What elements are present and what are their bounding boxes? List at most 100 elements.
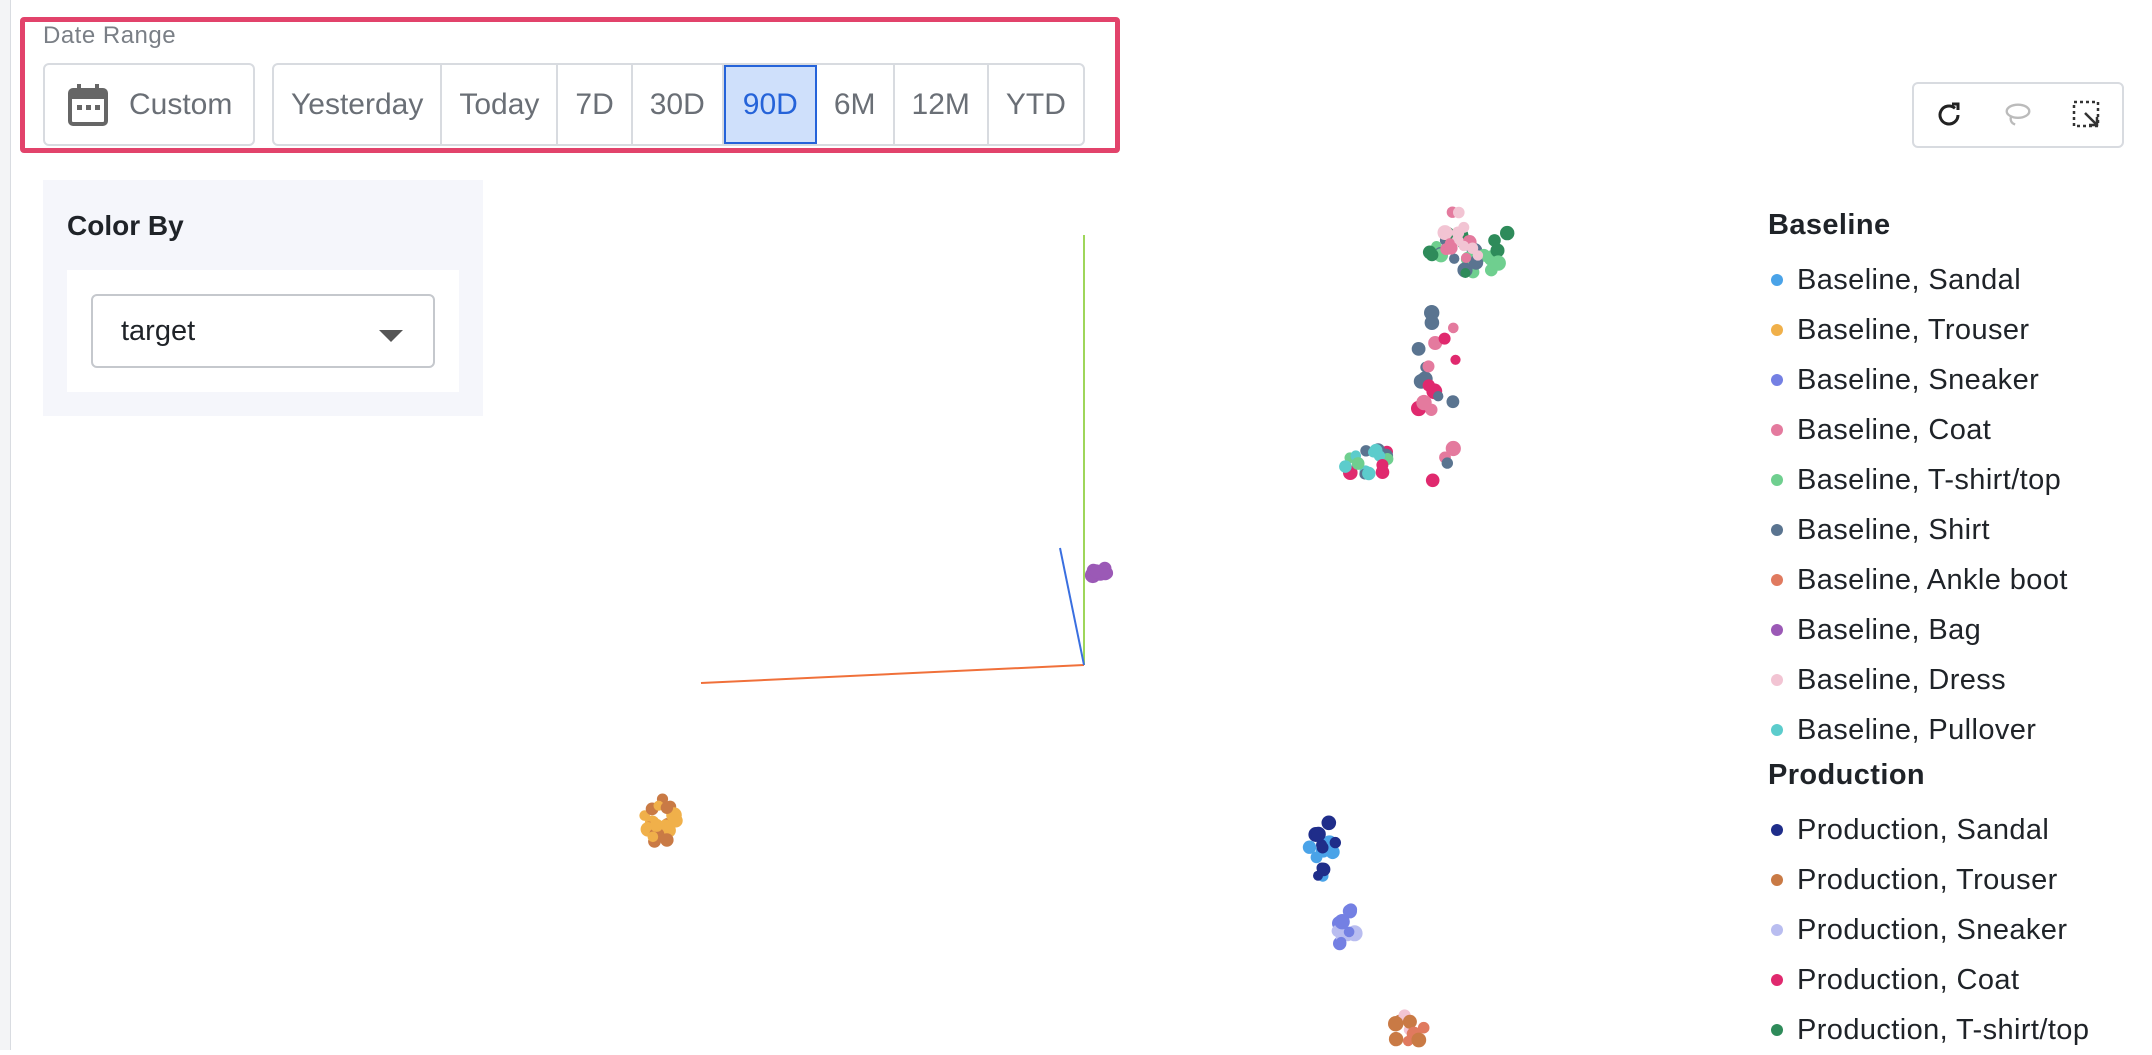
data-point [668, 813, 683, 828]
data-point [1422, 245, 1437, 260]
legend-item[interactable]: Baseline, Trouser [1768, 305, 2148, 355]
data-points [639, 206, 1515, 1048]
legend-label: Baseline, Sandal [1797, 263, 2022, 296]
legend-dot-icon [1771, 524, 1783, 536]
legend-dot-icon [1771, 274, 1783, 286]
lasso-icon[interactable] [2002, 99, 2034, 131]
data-point [1500, 225, 1515, 241]
data-point [1437, 225, 1453, 241]
data-point [1448, 322, 1459, 334]
legend-item[interactable]: Production, Trouser [1768, 855, 2148, 905]
color-by-select[interactable]: target [91, 294, 435, 368]
legend-item[interactable]: Baseline, Pullover [1768, 705, 2148, 755]
data-point [647, 831, 659, 843]
legend-dot-icon [1771, 924, 1783, 936]
data-point [1438, 332, 1451, 345]
data-point [1445, 440, 1461, 457]
box-select-icon[interactable] [2071, 99, 2103, 131]
legend-item[interactable]: Baseline, Sandal [1768, 255, 2148, 305]
legend-item[interactable]: Baseline, Dress [1768, 655, 2148, 705]
legend-label: Baseline, Trouser [1797, 313, 2030, 346]
data-point [1446, 395, 1460, 409]
legend-label: Production, Sandal [1797, 813, 2050, 846]
legend-item[interactable]: Baseline, Ankle boot [1768, 555, 2148, 605]
data-point [1444, 241, 1458, 255]
window-edge [0, 0, 11, 1050]
legend-item[interactable]: Production, T-shirt/top [1768, 1005, 2148, 1055]
color-by-title: Color By [67, 210, 184, 241]
range-option-6m[interactable]: 6M [817, 65, 895, 144]
data-point [1334, 914, 1350, 930]
legend-label: Baseline, Ankle boot [1797, 563, 2068, 596]
data-point [1336, 936, 1347, 948]
data-point [1411, 1032, 1427, 1048]
data-point [1343, 926, 1355, 938]
legend-group-title: Baseline [1768, 209, 1891, 241]
data-point [1425, 403, 1438, 416]
legend-item[interactable]: Baseline, Coat [1768, 405, 2148, 455]
data-point [1351, 457, 1365, 470]
data-point [1488, 234, 1501, 247]
data-point [1339, 460, 1352, 473]
range-option-30d[interactable]: 30D [633, 65, 724, 144]
custom-label: Custom [129, 87, 233, 121]
legend-item[interactable]: Baseline, Sneaker [1768, 355, 2148, 405]
custom-date-button[interactable]: Custom [43, 63, 255, 146]
data-point [1449, 253, 1460, 264]
legend-dot-icon [1771, 1024, 1783, 1036]
data-point [1424, 315, 1440, 331]
legend-dot-icon [1771, 424, 1783, 436]
data-point [1411, 342, 1426, 356]
data-point [1425, 473, 1440, 488]
data-point [660, 801, 674, 814]
data-point [1417, 1021, 1430, 1034]
legend-item[interactable]: Production, Coat [1768, 955, 2148, 1005]
legend-item[interactable]: Production, Sandal [1768, 805, 2148, 855]
data-point [1316, 841, 1329, 854]
data-point [1422, 379, 1436, 392]
legend-item[interactable]: Baseline, T-shirt/top [1768, 455, 2148, 505]
data-point [1422, 360, 1435, 373]
range-option-ytd[interactable]: YTD [1005, 87, 1066, 121]
legend-label: Production, T-shirt/top [1797, 1013, 2090, 1046]
calendar-icon [68, 83, 108, 126]
z-axis-line [1059, 547, 1085, 666]
color-by-value: target [121, 314, 196, 347]
data-point [1453, 206, 1465, 219]
legend-dot-icon [1771, 824, 1783, 836]
data-point [1344, 903, 1358, 916]
legend-item[interactable]: Production, Sneaker [1768, 905, 2148, 955]
legend-dot-icon [1771, 574, 1783, 586]
data-point [1490, 243, 1505, 258]
range-option-today[interactable]: Today [442, 65, 559, 144]
legend-group-title: Production [1768, 759, 1926, 791]
legend-item[interactable]: Baseline, Shirt [1768, 505, 2148, 555]
range-option-7d[interactable]: 7D [558, 65, 633, 144]
data-point [649, 818, 664, 832]
data-point [1450, 354, 1461, 365]
data-point [1460, 268, 1471, 278]
data-point [1490, 255, 1506, 271]
data-point [1433, 391, 1444, 402]
legend-label: Baseline, Bag [1797, 613, 1982, 646]
refresh-icon[interactable] [1933, 99, 1965, 131]
data-point [1402, 1014, 1417, 1029]
range-option-90d[interactable]: 90D [723, 65, 817, 144]
legend-label: Baseline, Dress [1797, 663, 2007, 696]
embedding-3d-plot[interactable] [0, 0, 1750, 1050]
data-point [1376, 459, 1389, 471]
date-range-options: Yesterday Today 7D 30D 90D 6M 12M YTD [272, 63, 1085, 146]
legend-label: Production, Coat [1797, 963, 2020, 996]
legend-dot-icon [1771, 474, 1783, 486]
legend-label: Baseline, Shirt [1797, 513, 1990, 546]
legend-dot-icon [1771, 324, 1783, 336]
legend: Baseline Baseline, Sandal Baseline, Trouse… [1768, 205, 2148, 1055]
legend-item[interactable]: Baseline, Bag [1768, 605, 2148, 655]
data-point [1362, 466, 1376, 481]
range-option-12m[interactable]: 12M [895, 65, 989, 144]
data-point [1388, 1031, 1404, 1047]
date-range-highlight [20, 17, 1120, 153]
range-option-yesterday[interactable]: Yesterday [274, 65, 443, 144]
data-point [1472, 250, 1484, 261]
data-point [1329, 836, 1342, 849]
